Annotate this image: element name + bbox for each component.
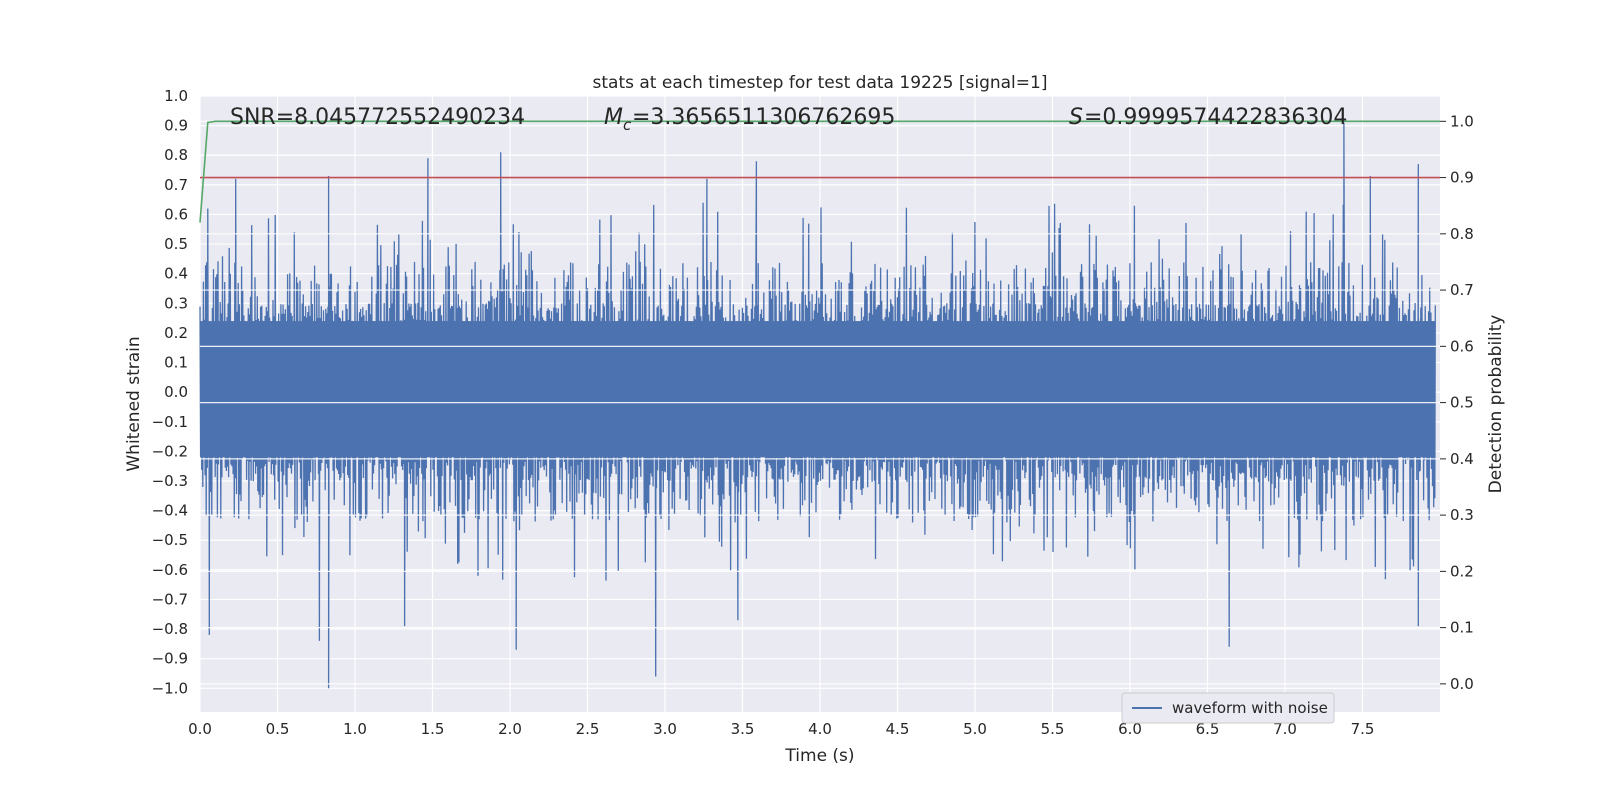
- x-tick-label: 2.0: [498, 720, 522, 738]
- y-tick-label: −0.1: [152, 413, 188, 431]
- y-tick-label: 0.3: [164, 294, 188, 312]
- y-right-tick-label: 0.5: [1450, 394, 1474, 412]
- x-tick-label: 3.5: [731, 720, 755, 738]
- y-tick-label: −0.3: [152, 472, 188, 490]
- annotation-mc-symbol: Mc: [604, 105, 632, 134]
- x-tick-label: 1.5: [421, 720, 445, 738]
- y-tick-label: −0.8: [152, 620, 188, 638]
- x-tick-label: 7.5: [1351, 720, 1375, 738]
- y-tick-label: −1.0: [152, 679, 188, 697]
- y-tick-label: −0.7: [152, 590, 188, 608]
- series-line-detection-probability: [199, 120, 1440, 223]
- series-probability-lines: [199, 120, 1440, 223]
- x-tick-label: 5.5: [1041, 720, 1065, 738]
- y-tick-label: 0.9: [164, 117, 188, 135]
- y-right-tick-label: 0.0: [1450, 675, 1474, 693]
- x-tick-label: 1.0: [343, 720, 367, 738]
- y-tick-label: −0.5: [152, 531, 188, 549]
- y-tick-label: −0.6: [152, 561, 188, 579]
- y-right-tick-label: 0.9: [1450, 169, 1474, 187]
- y-tick-label: 0.2: [164, 324, 188, 342]
- legend-box: [1121, 692, 1335, 724]
- y-right-tick-label: 1.0: [1450, 112, 1474, 130]
- x-tick-label: 4.5: [886, 720, 910, 738]
- y-tick-label: −0.2: [152, 442, 188, 460]
- y-right-tick-label: 0.2: [1450, 562, 1474, 580]
- waveform-dense-band: [200, 321, 1436, 458]
- y-tick-label: −0.4: [152, 502, 188, 520]
- chart-title: stats at each timestep for test data 192…: [593, 73, 1048, 93]
- y-right-tick-label: 0.4: [1450, 450, 1474, 468]
- x-tick-label: 4.0: [808, 720, 832, 738]
- y-tick-label: −0.9: [152, 650, 188, 668]
- x-tick-label: 6.5: [1196, 720, 1220, 738]
- x-tick-label: 0.0: [188, 720, 212, 738]
- x-tick-label: 6.0: [1118, 720, 1142, 738]
- y-right-tick-label: 0.3: [1450, 506, 1474, 524]
- y-tick-label: 0.8: [164, 146, 188, 164]
- y-right-tick-label: 0.1: [1450, 619, 1474, 637]
- y-right-tick-label: 0.7: [1450, 281, 1474, 299]
- y-right-axis-label: Detection probability: [1486, 315, 1506, 494]
- y-tick-label: 1.0: [164, 87, 188, 105]
- y-tick-label: 0.6: [164, 205, 188, 223]
- x-axis-label: Time (s): [784, 746, 854, 766]
- y-right-tick-label: 0.6: [1450, 337, 1474, 355]
- annotation-snr: SNR=8.045772552490234: [230, 105, 525, 130]
- x-tick-label: 0.5: [266, 720, 290, 738]
- y-tick-label: 0.5: [164, 235, 188, 253]
- x-tick-label: 5.0: [963, 720, 987, 738]
- y-right-axis-ticks: 1.0 0.9 0.8 0.7 0.6 0.5 0.4 0.3 0.2 0.1 0.0: [1440, 112, 1474, 693]
- legend: waveform with noise: [1121, 692, 1335, 724]
- legend-label-waveform: waveform with noise: [1172, 699, 1328, 717]
- x-tick-label: 2.5: [576, 720, 600, 738]
- annotation-s-symbol: S: [1069, 105, 1083, 130]
- series-waveform-with-noise: [199, 120, 1440, 689]
- x-tick-label: 7.0: [1273, 720, 1297, 738]
- y-axis-ticks: 1.0 0.9 0.8 0.7 0.6 0.5 0.4 0.3 0.2 0.1 0.0 −0.1 −0.…: [152, 87, 188, 697]
- y-tick-label: 0.4: [164, 265, 188, 283]
- y-right-tick-label: 0.8: [1450, 225, 1474, 243]
- annotation-chirp-mass: Mc =3.3656511306762695: [604, 105, 895, 134]
- annotation-mc-value: =3.3656511306762695: [632, 105, 895, 130]
- y-tick-label: 0.7: [164, 176, 188, 194]
- annotation-s-value: =0.9999574422836304: [1084, 105, 1347, 130]
- x-tick-label: 3.0: [653, 720, 677, 738]
- y-tick-label: 0.1: [164, 354, 188, 372]
- y-axis-label: Whitened strain: [124, 336, 144, 471]
- annotation-s: S =0.9999574422836304: [1069, 105, 1347, 130]
- x-axis-ticks: 0.0 0.5 1.0 1.5 2.0 2.5 3.0 3.5 4.0 4.5 5.0 5.5 6.0 6…: [188, 720, 1374, 738]
- y-tick-label: 0.0: [164, 383, 188, 401]
